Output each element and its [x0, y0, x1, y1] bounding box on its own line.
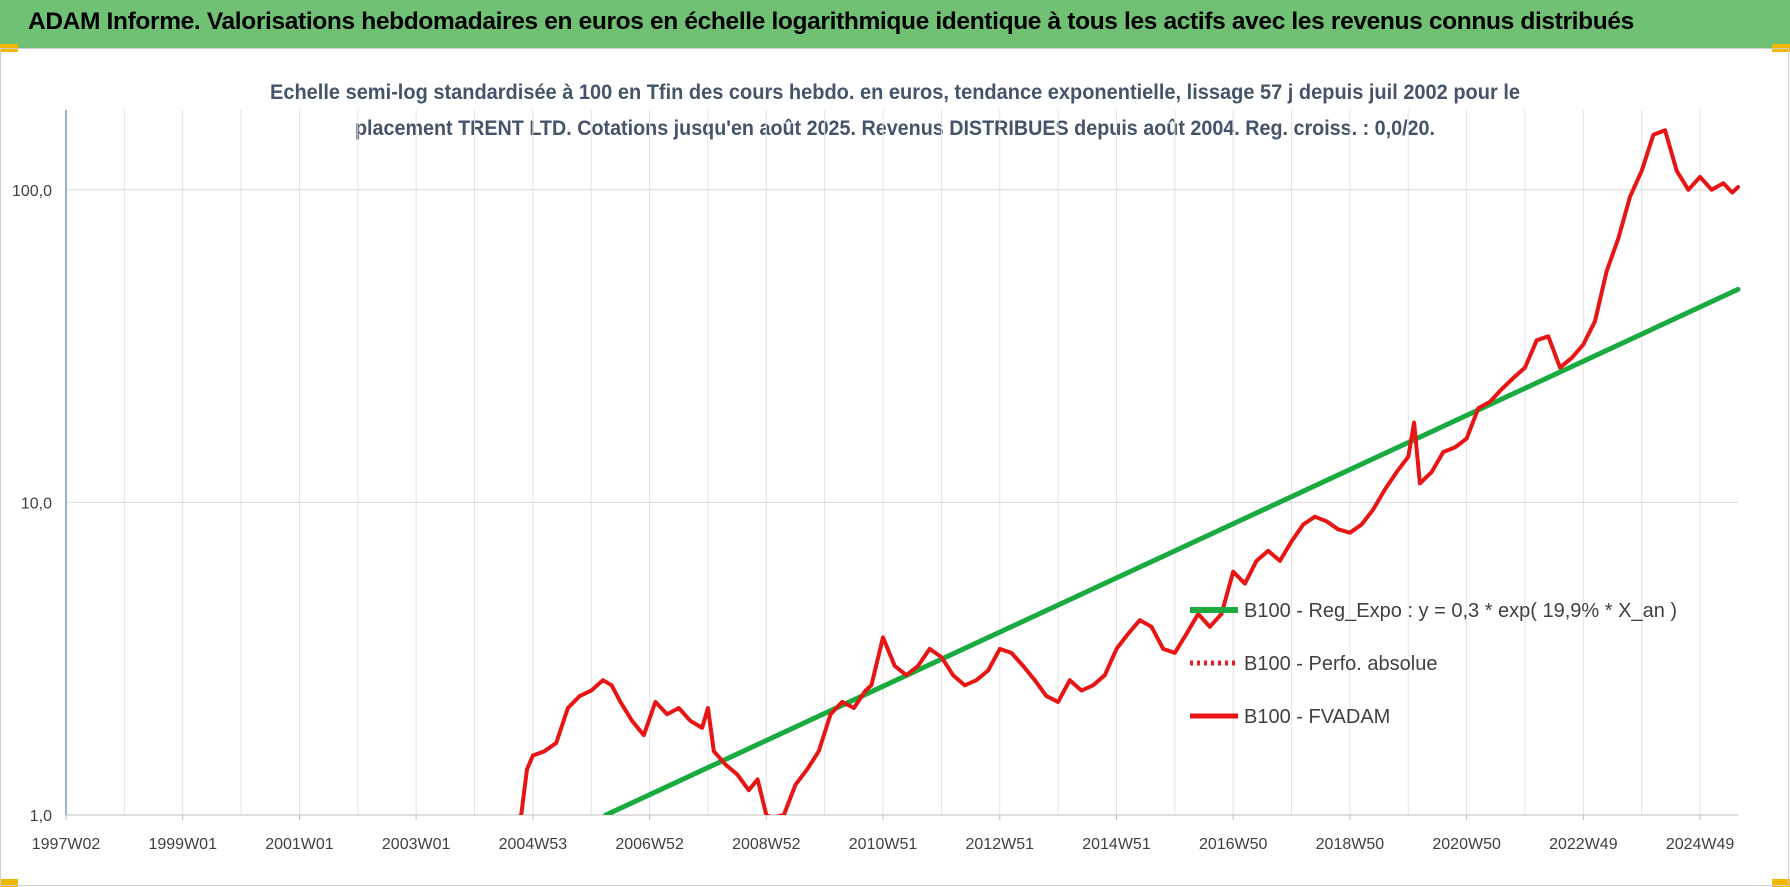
x-tick-label: 2016W50 — [1199, 836, 1268, 853]
x-tick-label: 2006W52 — [615, 836, 684, 853]
y-tick-label: 100,0 — [12, 183, 52, 200]
x-tick-label: 2003W01 — [382, 836, 451, 853]
legend: B100 - Reg_Expo : y = 0,3 * exp( 19,9% *… — [1190, 600, 1677, 728]
x-tick-label: 2024W49 — [1666, 836, 1735, 853]
x-tick-label: 2004W53 — [499, 836, 568, 853]
header-bar: ADAM Informe. Valorisations hebdomadaire… — [0, 0, 1790, 48]
x-tick-label: 2012W51 — [966, 836, 1035, 853]
series-line-2 — [518, 128, 1740, 815]
x-tick-label: 2020W50 — [1432, 836, 1501, 853]
series-layer — [518, 128, 1741, 815]
chart-title-line-1: Echelle semi-log standardisée à 100 en T… — [270, 81, 1520, 104]
legend-label-2: B100 - FVADAM — [1244, 706, 1390, 728]
x-tick-label: 2008W52 — [732, 836, 801, 853]
x-tick-label: 1999W01 — [148, 836, 217, 853]
axes: 1,0 10,0 100,0 1997W02 1999W01 2001W01 2003W01… — [12, 110, 1738, 853]
legend-label-0: B100 - Reg_Expo : y = 0,3 * exp( 19,9% *… — [1244, 600, 1677, 622]
x-tick-label: 2014W51 — [1082, 836, 1151, 853]
chart-title-line-2: placement TRENT LTD. Cotations jusqu'en … — [355, 117, 1435, 140]
grid — [65, 110, 1738, 816]
x-tick-label: 2022W49 — [1549, 836, 1618, 853]
series-line-0 — [603, 286, 1741, 815]
corner-marker-bottom-right — [1772, 879, 1790, 887]
y-tick-label: 1,0 — [30, 808, 52, 825]
chart-frame — [0, 48, 1789, 886]
report-title: ADAM Informe. Valorisations hebdomadaire… — [28, 8, 1634, 35]
x-tick-label: 2001W01 — [265, 836, 334, 853]
x-tick-label: 2010W51 — [849, 836, 918, 853]
corner-marker-bottom-left — [0, 879, 18, 887]
y-tick-label: 10,0 — [21, 495, 52, 512]
x-tick-label: 1997W02 — [32, 836, 101, 853]
legend-label-1: B100 - Perfo. absolue — [1244, 653, 1437, 675]
x-tick-label: 2018W50 — [1316, 836, 1385, 853]
